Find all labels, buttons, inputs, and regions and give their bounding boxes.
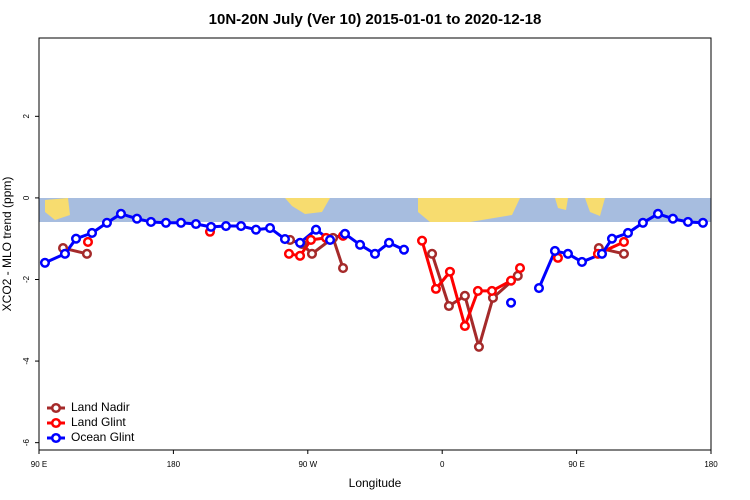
- plot-frame: [38, 37, 712, 451]
- point: [82, 236, 94, 248]
- point: [562, 248, 573, 259]
- y-axis-label: XCO2 - MLO trend (ppm): [0, 177, 14, 312]
- point: [549, 245, 560, 256]
- point: [190, 218, 201, 230]
- point: [264, 223, 276, 234]
- point: [294, 237, 306, 248]
- y-tick-label: -6: [22, 439, 31, 447]
- point: [416, 235, 428, 246]
- chart-title: 10N-20N July (Ver 10) 2015-01-01 to 2020…: [209, 11, 542, 28]
- point: [473, 341, 484, 352]
- point: [682, 216, 694, 228]
- point: [115, 208, 127, 219]
- y-tick-label: -4: [22, 357, 31, 365]
- point: [325, 234, 336, 245]
- point: [596, 248, 608, 259]
- x-tick-label: 180: [704, 460, 718, 469]
- point: [514, 263, 526, 274]
- point: [279, 234, 291, 245]
- legend-label: Land Glint: [71, 415, 126, 429]
- point: [426, 248, 438, 259]
- point: [667, 213, 678, 224]
- point: [145, 216, 157, 228]
- point: [576, 256, 588, 267]
- point: [637, 217, 648, 228]
- point: [235, 221, 247, 232]
- point: [39, 257, 51, 268]
- point: [430, 283, 441, 294]
- point: [205, 221, 217, 232]
- legend-marker: [50, 432, 62, 444]
- point: [618, 236, 629, 248]
- point: [369, 248, 381, 259]
- y-tick-label: -2: [22, 275, 31, 283]
- point: [398, 244, 410, 255]
- point: [505, 297, 517, 308]
- point: [59, 248, 71, 259]
- legend-marker: [50, 402, 62, 414]
- point: [383, 237, 395, 248]
- x-tick-label: 90 E: [568, 460, 584, 469]
- x-tick-label: 90 E: [31, 460, 47, 469]
- point: [459, 320, 470, 332]
- point: [86, 227, 98, 239]
- point: [697, 217, 708, 228]
- point: [175, 217, 187, 228]
- point: [310, 224, 322, 235]
- point: [101, 217, 112, 228]
- land-shape: [418, 198, 520, 222]
- point: [443, 300, 454, 312]
- point: [444, 266, 456, 277]
- legend-label: Land Nadir: [71, 400, 130, 414]
- y-tick-label: 2: [22, 114, 31, 119]
- point: [131, 213, 143, 224]
- x-axis-label: Longitude: [349, 476, 402, 490]
- point: [306, 248, 318, 259]
- point: [337, 263, 349, 274]
- point: [472, 285, 483, 296]
- point: [81, 248, 92, 259]
- point: [305, 234, 316, 245]
- point: [339, 228, 351, 239]
- point: [355, 239, 366, 250]
- point: [70, 233, 82, 244]
- point: [459, 290, 470, 301]
- y-tick-label: 0: [22, 195, 31, 200]
- point: [533, 283, 545, 294]
- legend-label: Ocean Glint: [71, 430, 135, 444]
- point: [618, 248, 629, 259]
- point: [294, 250, 306, 261]
- point: [250, 224, 262, 235]
- x-tick-label: 180: [167, 460, 181, 469]
- point: [652, 208, 664, 219]
- x-tick-label: 0: [440, 460, 445, 469]
- land-shape: [45, 198, 70, 220]
- point: [505, 275, 517, 286]
- x-tick-label: 90 W: [298, 460, 317, 469]
- point: [160, 217, 171, 228]
- land-shape: [285, 198, 330, 214]
- land-shape: [555, 198, 568, 210]
- point: [220, 221, 232, 232]
- point: [486, 285, 497, 296]
- point: [606, 233, 618, 244]
- point: [622, 227, 634, 239]
- land-shape: [585, 198, 605, 216]
- point: [283, 248, 295, 259]
- legend-marker: [50, 417, 62, 429]
